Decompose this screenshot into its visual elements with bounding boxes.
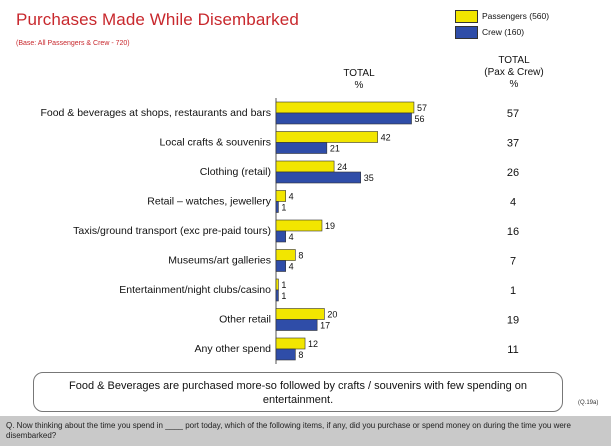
pax-header-line3: % [509, 79, 519, 90]
value-label-passengers: 20 [327, 310, 337, 320]
pax-header-line2: (Pax & Crew) [484, 67, 544, 78]
legend-label-crew: Crew (160) [482, 27, 525, 37]
value-label-crew: 4 [289, 262, 294, 272]
legend: Passengers (560) Crew (160) [455, 8, 549, 40]
legend-swatch-crew [455, 25, 478, 39]
total-value: 26 [507, 167, 519, 179]
category-label: Retail – watches, jewellery [147, 196, 271, 208]
total-value: 1 [510, 285, 516, 297]
legend-label-passengers: Passengers (560) [482, 11, 550, 21]
value-label-passengers: 1 [281, 280, 286, 290]
bar-passengers [275, 278, 279, 291]
value-label-crew: 56 [415, 114, 425, 124]
pax-crew-column-header: TOTAL (Pax & Crew) % [466, 55, 562, 91]
bar-crew [275, 289, 279, 302]
legend-swatch-passengers [455, 9, 478, 23]
legend-item-crew: Crew (160) [455, 24, 549, 40]
category-label: Food & beverages at shops, restaurants a… [40, 107, 271, 119]
bar-crew [275, 142, 328, 154]
category-label: Clothing (retail) [200, 166, 271, 178]
value-label-passengers: 19 [325, 221, 335, 231]
chart-title: Purchases Made While Disembarked [16, 10, 299, 29]
bar-crew [275, 201, 279, 213]
value-label-passengers: 42 [381, 133, 391, 143]
bar-crew [275, 171, 361, 184]
value-label-passengers: 12 [308, 339, 318, 349]
category-label: Museums/art galleries [168, 255, 271, 267]
category-label: Taxis/ground transport (exc pre-paid tou… [73, 225, 271, 237]
total-value: 7 [510, 256, 516, 268]
bar-crew [275, 230, 286, 243]
bar-crew [275, 319, 318, 331]
total-header-line1: TOTAL [343, 68, 375, 79]
bar-crew [275, 260, 286, 272]
bar-passengers [275, 160, 335, 173]
pax-header-line1: TOTAL [498, 55, 530, 66]
total-header-line2: % [354, 80, 364, 91]
bar-crew [275, 112, 412, 125]
value-label-passengers: 4 [289, 192, 294, 202]
bar-passengers [275, 219, 323, 232]
value-label-crew: 1 [281, 291, 286, 301]
total-value: 11 [507, 344, 518, 356]
category-label: Any other spend [195, 343, 272, 355]
value-label-crew: 35 [364, 173, 374, 183]
value-label-crew: 1 [281, 203, 286, 213]
total-value: 37 [507, 138, 519, 150]
bar-passengers [275, 337, 306, 350]
value-label-passengers: 24 [337, 162, 347, 172]
bar-passengers [275, 249, 296, 261]
question-reference: (Q.19a) [578, 400, 599, 406]
total-column-header: TOTAL % [334, 68, 384, 92]
value-label-crew: 17 [320, 321, 330, 331]
category-label: Local crafts & souvenirs [160, 137, 271, 149]
bar-passengers [275, 308, 325, 320]
value-label-crew: 21 [330, 144, 340, 154]
bar-passengers [275, 101, 415, 114]
category-label: Entertainment/night clubs/casino [119, 284, 271, 296]
value-label-crew: 4 [289, 232, 294, 242]
bar-crew [275, 348, 296, 361]
total-value: 19 [507, 315, 519, 327]
total-value: 57 [507, 108, 519, 120]
value-label-passengers: 8 [298, 251, 303, 261]
value-label-passengers: 57 [417, 103, 427, 113]
summary-callout: Food & Beverages are purchased more-so f… [33, 372, 563, 412]
legend-item-passengers: Passengers (560) [455, 8, 549, 24]
category-label: Other retail [219, 314, 271, 326]
total-value: 4 [510, 197, 516, 209]
bar-passengers [275, 131, 378, 143]
bar-passengers [275, 190, 286, 202]
base-note: (Base: All Passengers & Crew - 720) [16, 40, 130, 47]
survey-question: Q. Now thinking about the time you spend… [0, 416, 611, 446]
value-label-crew: 8 [298, 350, 303, 360]
bar-chart: Food & beverages at shops, restaurants a… [40, 98, 519, 364]
total-value: 16 [507, 226, 519, 238]
